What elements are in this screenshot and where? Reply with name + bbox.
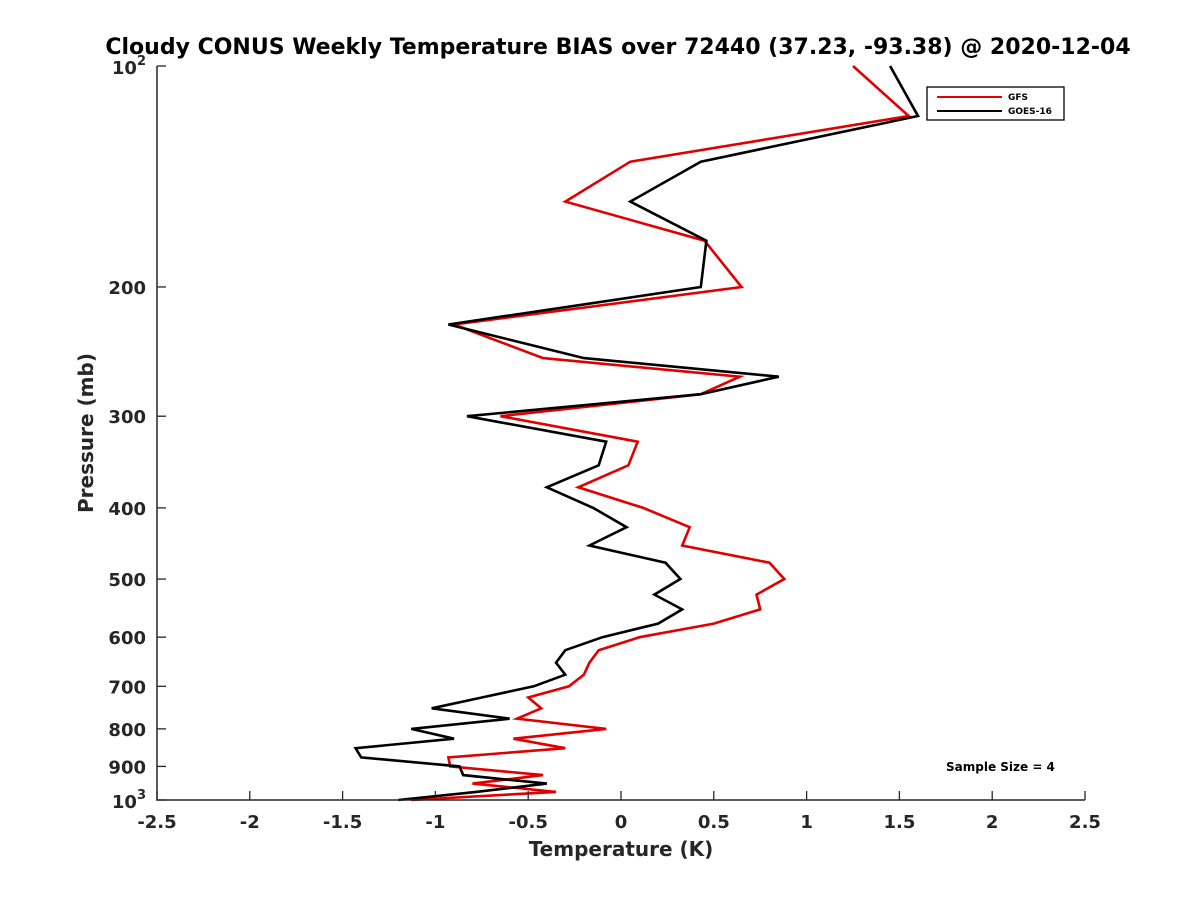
x-tick-label: -0.5 — [509, 812, 548, 833]
legend: GFS GOES-16 — [926, 86, 1065, 121]
y-axis-ticks: 200 300 400 500 600 700 800 900 102 103 — [108, 54, 166, 813]
x-tick-label: 1 — [800, 812, 813, 833]
x-tick-label: 0 — [615, 812, 628, 833]
plot-area — [157, 66, 1085, 800]
y-axis-label: Pressure (mb) — [74, 353, 98, 513]
y-tick-label: 700 — [108, 677, 146, 698]
x-tick-label: 1.5 — [883, 812, 915, 833]
sample-size-annotation: Sample Size = 4 — [946, 760, 1055, 774]
x-tick-label: -1 — [425, 812, 445, 833]
y-tick-label-exponent: 103 — [112, 788, 146, 813]
series-line-gfs — [411, 65, 912, 802]
x-tick-label: 0.5 — [698, 812, 730, 833]
x-axis-ticks: -2.5 -2 -1.5 -1 -0.5 0 0.5 1 1.5 2 2.5 — [137, 791, 1101, 833]
legend-label-goes-16: GOES-16 — [1008, 107, 1052, 117]
x-axis-label: Temperature (K) — [529, 837, 714, 861]
y-tick-label: 200 — [108, 278, 146, 299]
y-tick-label: 400 — [108, 499, 146, 520]
legend-label-gfs: GFS — [1008, 93, 1028, 103]
series-layer — [353, 65, 920, 802]
x-tick-label: -2.5 — [137, 812, 176, 833]
x-tick-label: 2.5 — [1069, 812, 1101, 833]
x-tick-label: 2 — [986, 812, 999, 833]
series-line-goes-16 — [353, 65, 920, 802]
y-tick-label: 600 — [108, 628, 146, 649]
x-tick-label: -2 — [240, 812, 260, 833]
y-tick-label: 900 — [108, 757, 146, 778]
y-tick-label: 800 — [108, 720, 146, 741]
y-tick-label: 500 — [108, 570, 146, 591]
y-tick-label-exponent: 102 — [112, 54, 146, 79]
legend-box — [926, 86, 1065, 121]
x-tick-label: -1.5 — [323, 812, 362, 833]
y-tick-label: 300 — [108, 407, 146, 428]
chart-title: Cloudy CONUS Weekly Temperature BIAS ove… — [105, 35, 1130, 60]
